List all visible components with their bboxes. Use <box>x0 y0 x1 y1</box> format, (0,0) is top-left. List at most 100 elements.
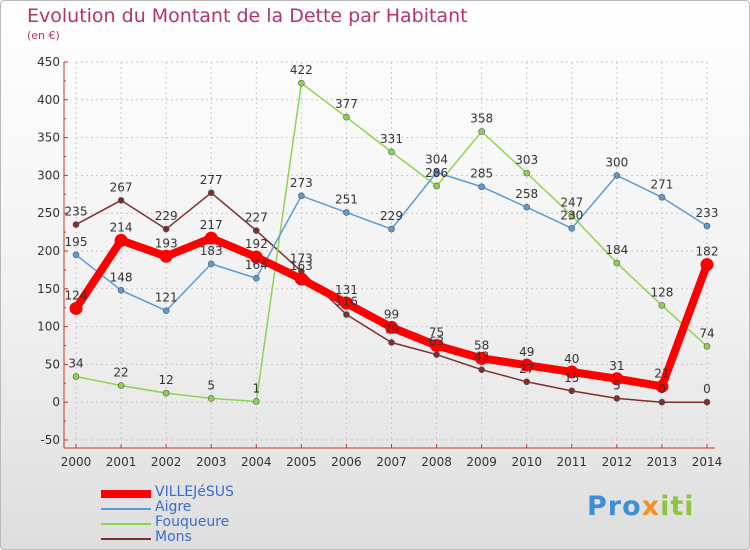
data-point <box>207 395 215 402</box>
y-tick-label: 200 <box>37 244 60 258</box>
legend-swatch <box>101 508 151 510</box>
legend-label: VILLEJéSUS <box>155 484 234 500</box>
data-point <box>162 307 170 315</box>
x-tick-label: 2009 <box>466 455 497 469</box>
data-point <box>613 395 621 402</box>
data-point <box>343 113 350 121</box>
data-point <box>658 194 666 201</box>
data-label: 233 <box>696 206 719 220</box>
data-point <box>204 231 218 245</box>
proxiti-logo: Proxiti <box>587 491 695 522</box>
data-point <box>72 221 80 228</box>
data-point <box>523 169 531 177</box>
data-label: 422 <box>290 63 313 77</box>
data-point <box>523 378 531 386</box>
data-point <box>72 373 80 380</box>
y-tick-label: -50 <box>40 433 60 447</box>
data-label: 267 <box>110 180 133 194</box>
data-label: 303 <box>515 153 538 167</box>
y-axis-unit: (en €) <box>27 29 60 42</box>
x-tick-label: 2001 <box>106 455 137 469</box>
data-point <box>388 148 395 156</box>
data-point <box>388 225 395 233</box>
data-label: 99 <box>384 307 399 321</box>
legend-label: Aigre <box>155 499 192 515</box>
data-point <box>385 320 398 334</box>
data-label: 300 <box>605 155 628 169</box>
data-label: 43 <box>474 350 489 364</box>
data-point <box>520 358 534 372</box>
legend-swatch <box>101 523 151 525</box>
data-point <box>613 259 621 267</box>
y-tick-label: 300 <box>37 168 60 182</box>
legend-item: Aigre <box>101 499 301 517</box>
x-tick-label: 2014 <box>692 455 723 469</box>
legend-item: VILLEJéSUS <box>101 484 301 502</box>
data-point <box>294 272 308 286</box>
data-label: 40 <box>564 352 579 366</box>
data-point <box>159 249 173 263</box>
data-label: 74 <box>699 326 714 340</box>
data-label: 164 <box>245 258 268 272</box>
data-label: 195 <box>65 235 88 249</box>
legend-label: Mons <box>155 529 192 545</box>
data-point <box>478 128 485 135</box>
data-point <box>162 389 170 397</box>
y-tick-label: 100 <box>37 320 60 334</box>
data-point <box>568 225 576 232</box>
legend-item: Mons <box>101 529 301 547</box>
data-point <box>117 197 125 204</box>
x-tick-label: 2008 <box>421 455 452 469</box>
data-point <box>72 251 80 259</box>
data-point <box>478 366 485 373</box>
data-point <box>658 302 666 309</box>
x-tick-label: 2007 <box>376 455 407 469</box>
data-point <box>249 250 263 264</box>
y-tick-label: 400 <box>37 93 60 107</box>
data-point <box>433 169 440 176</box>
data-point <box>433 351 440 358</box>
data-label: 273 <box>290 176 313 190</box>
data-label: 124 <box>65 288 88 302</box>
data-label: 377 <box>335 97 358 111</box>
data-label: 12 <box>159 373 174 387</box>
data-label: 227 <box>245 211 268 225</box>
y-tick-label: 50 <box>45 357 60 371</box>
data-point <box>568 212 576 219</box>
data-point <box>523 203 531 211</box>
data-label: 79 <box>384 322 399 336</box>
data-label: 27 <box>519 362 534 376</box>
data-label: 247 <box>560 195 583 209</box>
data-label: 271 <box>650 177 673 191</box>
data-label: 148 <box>110 270 133 284</box>
data-point <box>162 225 170 233</box>
data-point <box>658 398 666 406</box>
legend-item: Fouqueure <box>101 514 301 532</box>
data-label: 49 <box>519 345 534 359</box>
data-label: 214 <box>110 220 133 234</box>
data-point <box>703 398 711 406</box>
data-point <box>69 301 83 315</box>
data-point <box>475 351 489 365</box>
data-label: 58 <box>474 338 489 352</box>
data-point <box>117 382 125 389</box>
chart-title: Evolution du Montant de la Dette par Hab… <box>27 5 468 27</box>
data-label: 128 <box>650 285 673 299</box>
data-label: 182 <box>696 245 719 259</box>
data-point <box>565 365 579 379</box>
data-label: 5 <box>207 378 215 392</box>
data-label: 277 <box>200 173 223 187</box>
data-point <box>703 342 711 350</box>
data-label: 5 <box>613 378 621 392</box>
data-point <box>117 287 125 294</box>
data-point <box>298 192 305 200</box>
data-label: 193 <box>155 236 178 250</box>
data-label: 131 <box>335 283 358 297</box>
x-tick-label: 2011 <box>557 455 588 469</box>
data-label: 230 <box>560 208 583 222</box>
data-point <box>114 233 128 247</box>
data-point <box>343 311 350 318</box>
data-label: 358 <box>470 112 493 126</box>
